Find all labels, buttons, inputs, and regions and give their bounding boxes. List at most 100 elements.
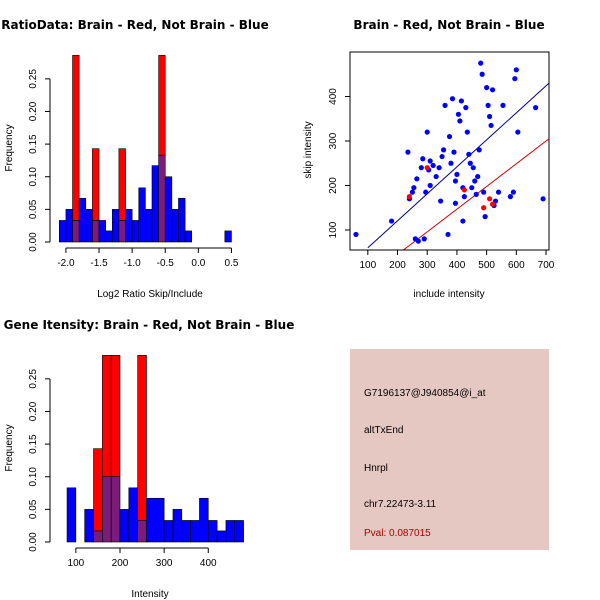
intensity-y-tick-label: 0.20	[28, 401, 39, 421]
ratio-histogram-ylabel: Frequency	[4, 124, 15, 171]
info-panel: G7196137@J940854@i_at altTxEnd Hnrpl chr…	[350, 349, 549, 550]
scatter-panel: Brain - Red, Not Brain - Blue include in…	[303, 18, 555, 300]
intensity-bar	[199, 497, 209, 543]
ratio-x-tick-label: 0.5	[224, 258, 238, 269]
ratio-histogram-y-axis: 0.00 0.05 0.10 0.15 0.20 0.25	[28, 69, 51, 252]
ratio-y-tick-label: 0.25	[28, 69, 39, 89]
scatter-point-blue	[420, 156, 426, 162]
scatter-point-blue	[515, 129, 521, 135]
intensity-bar	[216, 530, 227, 543]
scatter-point-blue	[421, 236, 427, 242]
ratio-bar	[171, 209, 179, 243]
scatter-point-blue	[423, 189, 429, 195]
scatter-point-blue	[488, 122, 494, 129]
ratio-bar	[118, 148, 126, 221]
scatter-point-blue	[540, 196, 546, 202]
scatter-point-blue	[427, 182, 433, 189]
intensity-histogram-x-axis: 100 200 300 400	[68, 547, 217, 569]
intensity-x-tick-label: 400	[200, 558, 217, 569]
intensity-bar	[234, 520, 244, 543]
intensity-bar	[84, 509, 94, 543]
intensity-bar	[163, 520, 174, 543]
ratio-bar-overlap	[158, 154, 166, 243]
scatter-point-blue	[473, 191, 479, 197]
intensity-bar	[128, 487, 138, 543]
ratio-bar	[111, 209, 120, 243]
intensity-bar	[225, 520, 236, 543]
intensity-bar	[190, 520, 200, 543]
ratio-histogram-title: RatioData: Brain - Red, Not Brain - Blue	[1, 18, 268, 32]
scatter-point-blue	[482, 214, 488, 220]
scatter-point-blue	[479, 71, 485, 77]
intensity-bar	[119, 509, 130, 543]
scatter-point-red	[406, 194, 413, 200]
scatter-title: Brain - Red, Not Brain - Blue	[353, 18, 544, 32]
scatter-plot-box	[349, 51, 550, 251]
scatter-point-blue	[457, 118, 463, 124]
scatter-point-red	[486, 196, 493, 202]
intensity-histogram-panel: Gene Itensity: Brain - Red, Not Brain - …	[4, 318, 295, 600]
intensity-bar	[66, 487, 77, 543]
scatter-point-blue	[446, 133, 453, 140]
scatter-point-blue	[470, 165, 476, 171]
intensity-y-tick-label: 0.15	[28, 434, 39, 454]
scatter-point-blue	[467, 160, 473, 166]
scatter-point-red	[481, 205, 487, 211]
intensity-x-tick-label: 100	[68, 558, 85, 569]
scatter-point-red	[461, 187, 467, 193]
ratio-bar-overlap	[118, 220, 126, 243]
ratio-histogram-x-axis: -2.0 -1.5 -1.0 -0.5 0.0 0.5	[57, 247, 239, 269]
scatter-point-blue	[452, 200, 459, 206]
ratio-bar	[85, 209, 93, 243]
intensity-bar-overlap	[93, 530, 103, 543]
ratio-bar	[78, 197, 87, 243]
ratio-histogram-xlabel: Log2 Ratio Skip/Include	[97, 289, 203, 300]
ratio-y-tick-label: 0.15	[28, 134, 39, 154]
scatter-point-blue	[452, 178, 459, 184]
ratio-bar	[224, 230, 232, 243]
ratio-bar	[98, 220, 106, 243]
scatter-point-blue	[436, 165, 442, 171]
scatter-x-tick-label: 200	[389, 260, 406, 271]
ratio-bar	[151, 165, 159, 243]
scatter-point-red	[489, 201, 496, 207]
scatter-point-blue	[405, 149, 411, 155]
ratio-y-tick-label: 0.05	[28, 199, 39, 219]
intensity-bar	[110, 355, 121, 478]
scatter-point-blue	[461, 194, 467, 200]
scatter-point-blue	[489, 87, 496, 93]
intensity-bar	[207, 520, 218, 543]
scatter-y-tick-label: 300	[328, 132, 339, 149]
scatter-regression-lines	[367, 82, 550, 251]
scatter-point-blue	[507, 194, 513, 200]
intensity-bar	[146, 497, 156, 543]
scatter-point-blue	[464, 129, 470, 135]
intensity-histogram-xlabel: Intensity	[131, 589, 168, 600]
scatter-point-blue	[418, 165, 424, 171]
scatter-point-blue	[484, 84, 490, 91]
ratio-bar	[131, 220, 140, 243]
ratio-bar-overlap	[72, 220, 80, 243]
intensity-x-tick-label: 300	[156, 558, 173, 569]
intensity-y-tick-label: 0.25	[28, 369, 39, 389]
scatter-x-tick-label: 300	[419, 260, 436, 271]
ratio-bar	[158, 55, 166, 156]
intensity-x-tick-label: 200	[112, 558, 129, 569]
scatter-point-blue	[481, 189, 487, 195]
ratio-bar	[138, 187, 146, 243]
intensity-bar	[137, 355, 147, 521]
scatter-ylabel: skip intensity	[303, 121, 314, 178]
intensity-histogram-ylabel: Frequency	[4, 424, 15, 471]
ratio-y-tick-label: 0.10	[28, 167, 39, 187]
ratio-bar	[65, 209, 73, 243]
ratio-x-tick-label: 0.0	[191, 258, 205, 269]
scatter-point-blue	[478, 60, 484, 66]
scatter-point-blue	[451, 149, 457, 155]
gene-name-text: Hnrpl	[364, 463, 388, 474]
intensity-y-tick-label: 0.00	[28, 532, 39, 552]
scatter-point-blue	[472, 178, 478, 184]
scatter-point-blue	[460, 218, 466, 224]
scatter-y-tick-label: 200	[328, 177, 339, 194]
intensity-bar	[102, 355, 112, 478]
intensity-histogram-y-axis: 0.00 0.05 0.10 0.15 0.20 0.25	[28, 369, 51, 552]
